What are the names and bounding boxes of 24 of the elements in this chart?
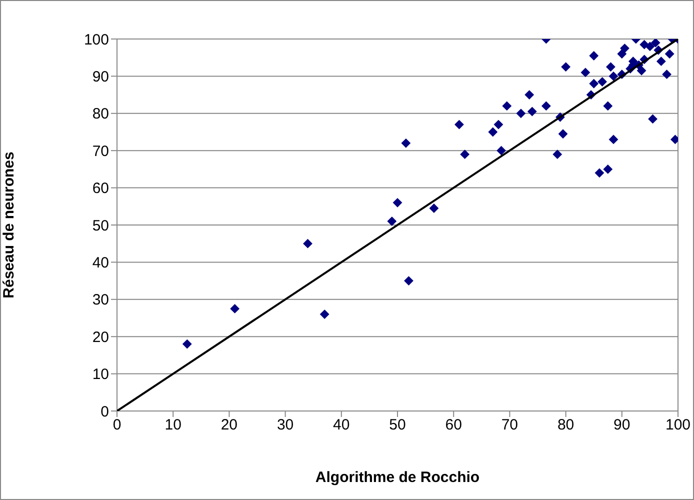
y-tick-label: 80	[92, 106, 109, 123]
y-tick-label: 60	[92, 180, 109, 198]
x-tick-label: 0	[112, 416, 122, 434]
x-tick-label: 60	[445, 416, 462, 434]
x-tick-label: 30	[276, 416, 294, 434]
x-tick-label: 90	[614, 416, 630, 434]
y-tick-label: 90	[92, 68, 109, 86]
x-tick-label: 80	[557, 416, 574, 434]
y-tick-label: 0	[100, 403, 109, 420]
y-tick-label: 30	[92, 292, 109, 309]
y-tick-label: 20	[92, 328, 109, 346]
y-tick-label: 40	[92, 254, 109, 272]
x-tick-label: 40	[333, 416, 350, 434]
x-tick-label: 10	[164, 416, 182, 434]
x-tick-label: 100	[665, 416, 691, 434]
y-tick-label: 50	[92, 217, 109, 234]
y-tick-label: 100	[84, 31, 109, 48]
x-axis-title: Algorithme de Rocchio	[315, 469, 480, 486]
y-tick-label: 70	[92, 142, 109, 160]
x-tick-label: 20	[220, 416, 238, 434]
x-tick-label: 70	[501, 416, 518, 434]
x-tick-label: 50	[389, 416, 406, 434]
y-tick-label: 10	[92, 366, 109, 384]
y-axis-title: Réseau de neurones	[0, 152, 18, 298]
